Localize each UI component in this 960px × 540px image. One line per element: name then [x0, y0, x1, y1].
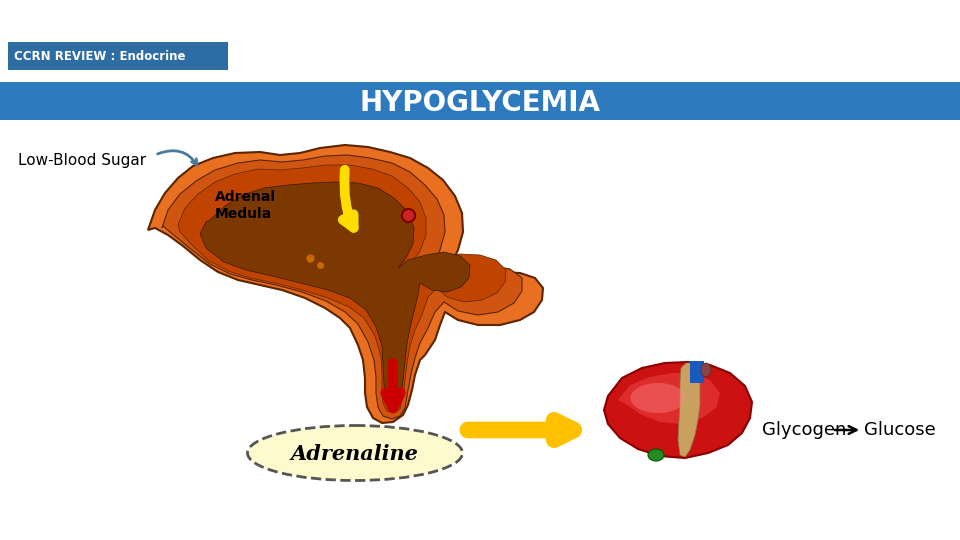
FancyBboxPatch shape — [8, 42, 228, 70]
Ellipse shape — [701, 363, 711, 377]
Text: Glycogen: Glycogen — [762, 421, 847, 439]
Polygon shape — [200, 182, 470, 411]
FancyBboxPatch shape — [690, 361, 704, 383]
Text: Glucose: Glucose — [864, 421, 936, 439]
Polygon shape — [148, 145, 543, 423]
Ellipse shape — [248, 426, 463, 481]
Polygon shape — [162, 155, 522, 419]
Text: Adrenal
Medula: Adrenal Medula — [215, 190, 276, 221]
Ellipse shape — [648, 449, 664, 461]
Text: Adrenaline: Adrenaline — [291, 444, 419, 464]
FancyBboxPatch shape — [0, 82, 960, 120]
Polygon shape — [618, 373, 720, 424]
Text: HYPOGLYCEMIA: HYPOGLYCEMIA — [359, 89, 601, 117]
Text: Low-Blood Sugar: Low-Blood Sugar — [18, 152, 146, 167]
Polygon shape — [678, 363, 700, 457]
Ellipse shape — [631, 383, 685, 413]
Polygon shape — [178, 165, 506, 413]
Text: CCRN REVIEW : Endocrine: CCRN REVIEW : Endocrine — [14, 51, 185, 64]
Polygon shape — [604, 362, 752, 458]
